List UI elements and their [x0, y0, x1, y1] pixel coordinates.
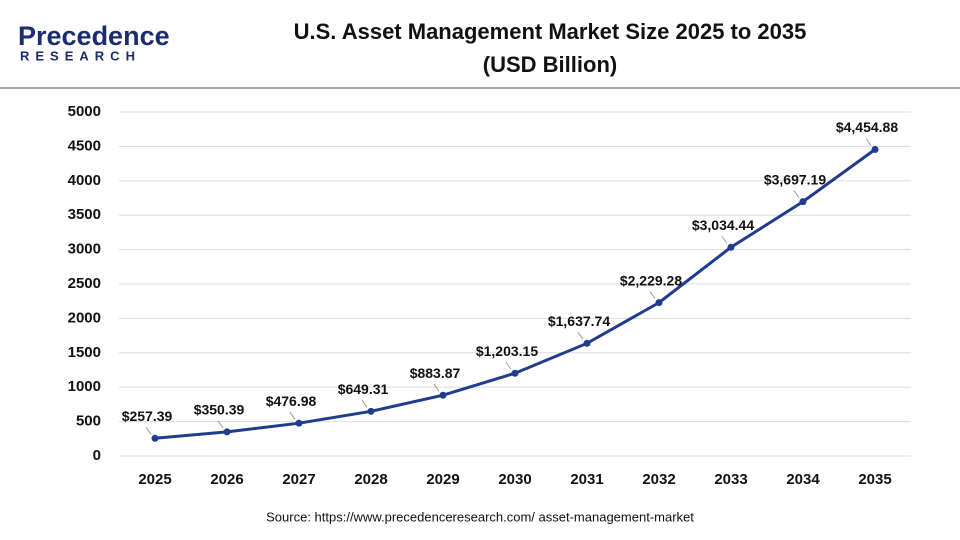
- leader-line: [577, 332, 584, 340]
- y-tick-label: 500: [76, 413, 101, 430]
- x-tick-label: 2028: [354, 471, 387, 488]
- y-tick-label: 3500: [68, 206, 101, 223]
- chart-subtitle: (USD Billion): [483, 52, 617, 77]
- value-label: $649.31: [338, 381, 389, 397]
- x-tick-label: 2026: [210, 471, 243, 488]
- data-point: [439, 391, 447, 399]
- y-tick-label: 0: [93, 447, 101, 464]
- value-label: $2,229.28: [620, 272, 682, 288]
- leader-line: [217, 420, 224, 429]
- x-tick-label: 2029: [426, 471, 459, 488]
- data-point: [727, 243, 735, 251]
- leader-line: [865, 138, 872, 146]
- x-tick-label: 2033: [714, 471, 747, 488]
- leader-line: [793, 190, 800, 198]
- source-note: Source: https://www.precedenceresearch.c…: [266, 509, 694, 524]
- value-label: $3,034.44: [692, 217, 754, 233]
- data-point: [295, 419, 303, 427]
- value-label: $257.39: [122, 408, 173, 424]
- leader-line: [721, 235, 728, 244]
- data-point: [151, 434, 159, 442]
- data-point: [871, 146, 879, 154]
- data-point: [655, 299, 663, 307]
- leader-line: [145, 427, 152, 435]
- x-tick-label: 2034: [786, 471, 820, 488]
- logo: Precedence RESEARCH: [18, 21, 170, 63]
- x-tick-label: 2025: [138, 471, 171, 488]
- leader-line: [505, 361, 512, 370]
- data-point: [511, 369, 519, 377]
- data-point: [367, 407, 375, 415]
- leader-line: [289, 411, 296, 420]
- value-label: $350.39: [194, 402, 245, 418]
- y-tick-label: 3000: [68, 241, 101, 258]
- y-tick-label: 4000: [68, 172, 101, 189]
- x-tick-label: 2031: [570, 471, 603, 488]
- y-tick-label: 2000: [68, 309, 101, 326]
- value-label: $3,697.19: [764, 171, 826, 187]
- leader-line: [433, 383, 440, 392]
- value-label: $4,454.88: [836, 119, 898, 135]
- y-tick-label: 2500: [68, 275, 101, 292]
- data-point: [583, 339, 591, 347]
- y-tick-label: 5000: [68, 103, 101, 120]
- x-tick-label: 2035: [858, 471, 891, 488]
- value-label: $883.87: [410, 365, 461, 381]
- x-tick-label: 2032: [642, 471, 675, 488]
- value-label: $1,203.15: [476, 343, 538, 359]
- data-point: [799, 198, 807, 206]
- y-tick-label: 4500: [68, 137, 101, 154]
- value-label: $1,637.74: [548, 313, 610, 329]
- chart-title: U.S. Asset Management Market Size 2025 t…: [294, 19, 807, 44]
- data-point: [223, 428, 231, 436]
- y-tick-label: 1500: [68, 344, 101, 361]
- value-label: $476.98: [266, 393, 317, 409]
- logo-tagline: RESEARCH: [20, 48, 141, 63]
- x-tick-label: 2030: [498, 471, 531, 488]
- y-tick-label: 1000: [68, 378, 101, 395]
- x-tick-label: 2027: [282, 471, 315, 488]
- logo-name: Precedence: [18, 21, 170, 51]
- leader-line: [361, 400, 368, 408]
- leader-line: [649, 291, 656, 299]
